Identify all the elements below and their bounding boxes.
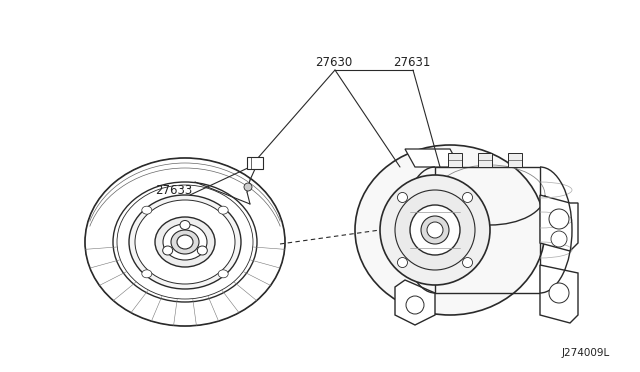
Ellipse shape (380, 175, 490, 285)
Ellipse shape (171, 230, 199, 254)
Ellipse shape (155, 217, 215, 267)
Ellipse shape (355, 145, 545, 315)
Ellipse shape (410, 205, 460, 255)
FancyBboxPatch shape (478, 153, 492, 167)
Ellipse shape (463, 192, 472, 202)
Ellipse shape (421, 216, 449, 244)
Ellipse shape (549, 283, 569, 303)
Text: 27633: 27633 (155, 183, 192, 196)
Ellipse shape (142, 270, 152, 278)
Ellipse shape (113, 182, 257, 302)
Text: J274009L: J274009L (562, 348, 610, 358)
Ellipse shape (549, 209, 569, 229)
Ellipse shape (163, 246, 173, 255)
Ellipse shape (395, 190, 475, 270)
Ellipse shape (142, 206, 152, 214)
Ellipse shape (406, 296, 424, 314)
Polygon shape (405, 149, 460, 167)
Ellipse shape (180, 221, 190, 230)
Ellipse shape (177, 235, 193, 249)
FancyBboxPatch shape (448, 153, 462, 167)
Polygon shape (540, 265, 578, 323)
FancyBboxPatch shape (508, 153, 522, 167)
Text: 27631: 27631 (393, 55, 430, 68)
Polygon shape (395, 280, 435, 325)
Ellipse shape (218, 270, 228, 278)
Ellipse shape (197, 246, 207, 255)
Text: 27630: 27630 (315, 55, 352, 68)
Ellipse shape (117, 185, 253, 299)
FancyBboxPatch shape (247, 157, 263, 169)
Ellipse shape (129, 195, 241, 289)
Ellipse shape (463, 257, 472, 267)
Ellipse shape (427, 222, 443, 238)
Ellipse shape (135, 200, 235, 284)
Ellipse shape (163, 224, 207, 260)
Ellipse shape (218, 206, 228, 214)
Polygon shape (540, 195, 578, 251)
Ellipse shape (551, 231, 567, 247)
Ellipse shape (397, 257, 408, 267)
Ellipse shape (85, 158, 285, 326)
Ellipse shape (244, 183, 252, 191)
Ellipse shape (397, 192, 408, 202)
